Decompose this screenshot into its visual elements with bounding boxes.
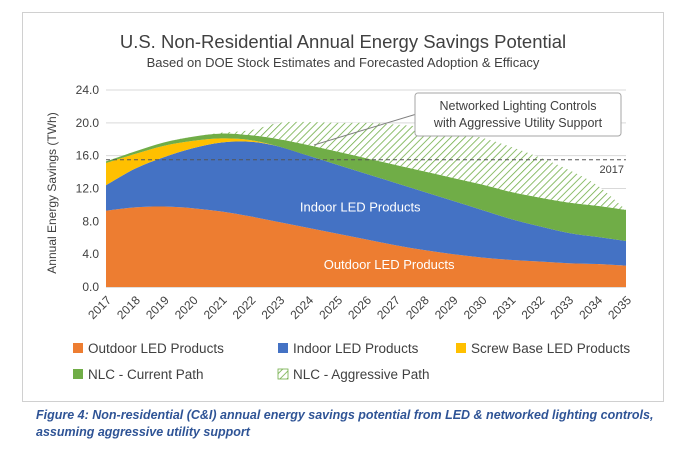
area-indoor-led-products <box>106 141 626 266</box>
x-tick-label-2022: 2022 <box>230 293 259 322</box>
x-tick-label-2025: 2025 <box>316 293 345 322</box>
y-tick-label-5: 20.0 <box>76 116 100 130</box>
annotation-box <box>414 92 622 137</box>
x-tick-label-2019: 2019 <box>143 293 172 322</box>
area-layer <box>106 121 626 287</box>
legend-label-screw-base-led-products: Screw Base LED Products <box>471 341 630 356</box>
x-tick-label-2024: 2024 <box>288 293 317 322</box>
area-label-indoor: Indoor LED Products <box>300 199 421 214</box>
x-tick-label-2018: 2018 <box>114 293 143 322</box>
x-tick-label-2031: 2031 <box>490 293 519 322</box>
chart-title: U.S. Non-Residential Annual Energy Savin… <box>120 31 566 52</box>
legend-label-indoor-led-products: Indoor LED Products <box>293 341 419 356</box>
chart-subtitle: Based on DOE Stock Estimates and Forecas… <box>147 55 540 70</box>
y-tick-label-1: 4.0 <box>82 247 99 261</box>
legend-label-nlc-aggressive-path: NLC - Aggressive Path <box>293 367 430 382</box>
y-tick-label-3: 12.0 <box>76 182 100 196</box>
x-tick-label-2021: 2021 <box>201 293 230 322</box>
legend-swatch-indoor-led-products <box>278 343 288 353</box>
area-outdoor-led-products <box>106 206 626 287</box>
annotation-leader-line <box>313 114 416 146</box>
y-tick-labels: 0.0 4.0 8.0 12.0 16.0 20.0 24.0 <box>76 83 100 294</box>
chart-frame: U.S. Non-Residential Annual Energy Savin… <box>22 12 664 402</box>
x-tick-label-2020: 2020 <box>172 293 201 322</box>
x-tick-label-2029: 2029 <box>432 293 461 322</box>
legend: Outdoor LED Products Indoor LED Products S… <box>73 341 630 382</box>
legend-swatch-nlc-aggressive-path <box>277 368 289 380</box>
x-tick-label-2032: 2032 <box>519 293 548 322</box>
y-tick-label-4: 16.0 <box>76 149 100 163</box>
legend-swatch-nlc-current-path <box>73 369 83 379</box>
area-nlc-current-path <box>106 133 626 242</box>
area-label-outdoor: Outdoor LED Products <box>324 257 455 272</box>
x-tick-label-2034: 2034 <box>576 293 605 322</box>
legend-label-nlc-current-path: NLC - Current Path <box>88 367 204 382</box>
x-tick-label-2033: 2033 <box>548 293 577 322</box>
x-tick-label-2026: 2026 <box>345 293 374 322</box>
chart-svg: U.S. Non-Residential Annual Energy Savin… <box>45 31 634 382</box>
x-tick-label-2017: 2017 <box>85 293 114 322</box>
x-tick-labels: 2017 2018 2019 2020 2021 2022 2023 2024 2025 2026… <box>85 293 634 322</box>
x-tick-label-2023: 2023 <box>259 293 288 322</box>
y-axis-label: Annual Energy Savings (TWh) <box>45 112 59 273</box>
annotation-text-line1: Networked Lighting Controls <box>439 99 596 113</box>
x-tick-label-2030: 2030 <box>461 293 490 322</box>
reference-line-label: 2017 <box>600 164 624 176</box>
annotation-text-line2: with Aggressive Utility Support <box>433 116 603 130</box>
x-tick-label-2027: 2027 <box>374 293 403 322</box>
legend-swatch-screw-base-led-products <box>456 343 466 353</box>
area-screw-base-led-products <box>106 138 626 242</box>
y-tick-label-6: 24.0 <box>76 83 100 97</box>
legend-label-outdoor-led-products: Outdoor LED Products <box>88 341 224 356</box>
figure-caption: Figure 4: Non-residential (C&I) annual e… <box>36 408 654 439</box>
y-tick-label-2: 8.0 <box>82 214 99 228</box>
x-tick-label-2035: 2035 <box>605 293 634 322</box>
area-nlc-aggressive-path <box>106 121 626 210</box>
y-tick-label-0: 0.0 <box>82 280 99 294</box>
legend-swatch-outdoor-led-products <box>73 343 83 353</box>
x-tick-label-2028: 2028 <box>403 293 432 322</box>
